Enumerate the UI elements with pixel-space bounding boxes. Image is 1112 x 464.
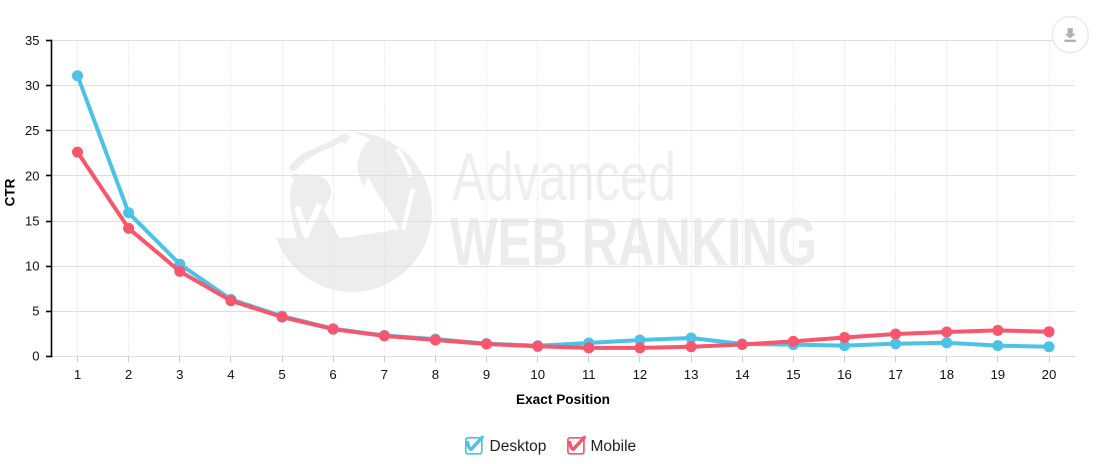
svg-text:0: 0 bbox=[32, 349, 39, 364]
svg-text:12: 12 bbox=[633, 367, 648, 382]
svg-text:9: 9 bbox=[483, 367, 490, 382]
svg-text:Mobile: Mobile bbox=[591, 438, 637, 455]
svg-text:15: 15 bbox=[786, 367, 801, 382]
svg-text:10: 10 bbox=[25, 259, 39, 274]
svg-text:10: 10 bbox=[530, 367, 545, 382]
svg-text:13: 13 bbox=[684, 367, 699, 382]
svg-text:19: 19 bbox=[990, 367, 1005, 382]
svg-text:3: 3 bbox=[176, 367, 183, 382]
svg-text:11: 11 bbox=[582, 367, 596, 382]
svg-text:14: 14 bbox=[735, 367, 750, 382]
svg-text:30: 30 bbox=[25, 78, 39, 93]
svg-text:4: 4 bbox=[227, 367, 234, 382]
svg-text:8: 8 bbox=[432, 367, 439, 382]
svg-text:25: 25 bbox=[25, 123, 39, 138]
svg-text:35: 35 bbox=[25, 33, 39, 48]
svg-text:2: 2 bbox=[125, 367, 132, 382]
svg-text:5: 5 bbox=[278, 367, 285, 382]
svg-text:7: 7 bbox=[381, 367, 388, 382]
svg-text:5: 5 bbox=[32, 304, 39, 319]
svg-text:WEB RANKING: WEB RANKING bbox=[450, 204, 817, 280]
svg-text:1: 1 bbox=[74, 367, 81, 382]
svg-text:Exact Position: Exact Position bbox=[516, 392, 610, 407]
svg-text:20: 20 bbox=[1042, 367, 1057, 382]
svg-text:Advanced: Advanced bbox=[452, 139, 676, 215]
svg-text:CTR: CTR bbox=[2, 178, 17, 206]
svg-text:Desktop: Desktop bbox=[490, 438, 547, 455]
svg-text:20: 20 bbox=[25, 168, 39, 183]
svg-text:16: 16 bbox=[837, 367, 852, 382]
svg-text:18: 18 bbox=[939, 367, 954, 382]
svg-text:15: 15 bbox=[25, 213, 39, 228]
svg-text:17: 17 bbox=[888, 367, 903, 382]
svg-text:6: 6 bbox=[329, 367, 336, 382]
